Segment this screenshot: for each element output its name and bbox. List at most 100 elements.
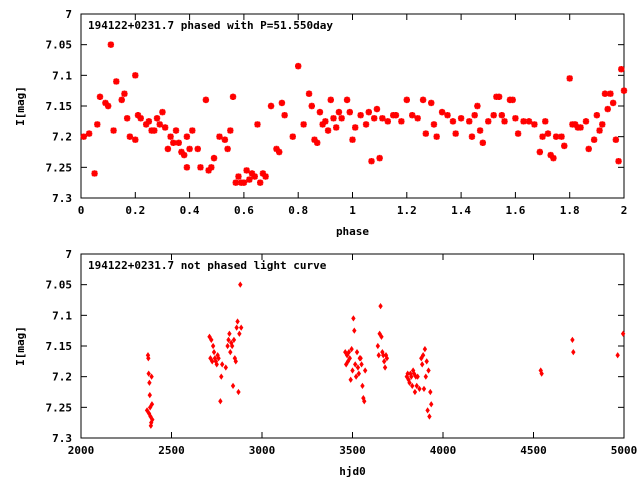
data-point [359, 361, 364, 368]
data-point [238, 324, 244, 331]
data-point [351, 315, 356, 322]
data-point [146, 355, 151, 362]
data-point [311, 136, 318, 143]
data-point [561, 142, 568, 150]
data-point [167, 133, 174, 140]
data-point [338, 115, 345, 122]
data-point [235, 318, 240, 325]
data-point [132, 136, 139, 143]
data-point [620, 330, 626, 337]
data-point [352, 327, 357, 334]
data-point [471, 112, 478, 119]
data-point [210, 358, 215, 365]
y-tick-label: 7.25 [46, 401, 73, 414]
data-point [417, 385, 422, 393]
y-tick-label: 7.3 [52, 432, 72, 445]
data-point [353, 361, 358, 368]
data-point [428, 99, 435, 107]
data-point [468, 133, 476, 140]
data-point [330, 115, 337, 122]
data-point [531, 121, 538, 128]
x-tick-label: 1.6 [505, 204, 525, 217]
data-point [498, 112, 506, 119]
data-point [542, 118, 549, 125]
data-point [409, 373, 414, 380]
data-point [149, 401, 155, 408]
data-point [243, 167, 250, 174]
data-point [571, 349, 576, 356]
data-point [164, 145, 172, 153]
data-point [346, 108, 353, 116]
data-point [251, 173, 258, 180]
data-point [479, 139, 487, 146]
data-point [424, 358, 429, 365]
data-point [229, 93, 237, 100]
data-point [457, 115, 465, 122]
x-tick-label: 3000 [249, 444, 276, 457]
data-point [214, 361, 219, 368]
data-point [300, 121, 307, 128]
unphased-light-curve-panel: 2000 2500 3000 3500 4000 4500 5000 7 7.05 7.1 7.15… [14, 248, 637, 478]
chart-title: 194122+0231.7 phased with P=51.550day [88, 19, 333, 32]
data-point [148, 422, 154, 429]
data-point [216, 133, 223, 140]
data-point [189, 127, 196, 134]
data-point [209, 336, 214, 343]
x-tick-label: 1.8 [560, 204, 580, 217]
data-point [501, 118, 508, 125]
data-point [170, 139, 177, 146]
data-point [609, 99, 617, 107]
data-point [335, 108, 343, 116]
phased-light-curve-panel: 0 0.2 0.4 0.6 0.8 1 1.2 1.4 1.6 1.8 2 7 7.05 7.1 7.15 7… [14, 8, 627, 238]
data-point [409, 112, 416, 119]
data-point [423, 373, 428, 380]
data-point [474, 102, 481, 110]
data-point [376, 352, 381, 359]
data-point [225, 342, 230, 350]
data-point [362, 367, 368, 374]
data-point [558, 133, 565, 140]
data-point [186, 145, 193, 153]
data-point [358, 355, 363, 362]
data-point [514, 130, 522, 137]
chart-title: 194122+0231.7 not phased light curve [88, 259, 327, 272]
data-point [414, 115, 421, 122]
data-point [228, 349, 233, 356]
data-point [183, 164, 191, 171]
data-point [476, 127, 484, 134]
data-point [104, 102, 112, 110]
data-point [398, 118, 405, 125]
data-point [384, 118, 391, 125]
data-point [144, 407, 150, 414]
data-point [612, 136, 620, 143]
data-point [273, 145, 280, 153]
data-point [495, 93, 503, 100]
data-point [356, 370, 362, 377]
y-tick-label: 7.2 [52, 371, 72, 384]
data-point [172, 127, 180, 134]
data-point [275, 148, 283, 156]
data-point [536, 148, 544, 156]
data-point [254, 121, 261, 128]
data-point [218, 398, 223, 405]
data-point [305, 90, 313, 97]
data-point [604, 105, 611, 113]
data-point [248, 170, 256, 177]
data-point [421, 385, 427, 393]
data-point [433, 133, 440, 140]
data-point [347, 355, 352, 362]
data-point [449, 118, 457, 125]
data-point [422, 130, 430, 137]
data-point [429, 401, 434, 408]
x-tick-label: 0.8 [288, 204, 308, 217]
data-point [438, 108, 446, 116]
x-tick-label: 1.4 [451, 204, 471, 217]
data-point [216, 355, 221, 362]
data-point [316, 108, 324, 116]
x-tick-label: 2500 [158, 444, 185, 457]
data-point [223, 364, 228, 371]
data-point [582, 118, 590, 125]
data-point [132, 72, 139, 79]
data-point [91, 170, 98, 177]
